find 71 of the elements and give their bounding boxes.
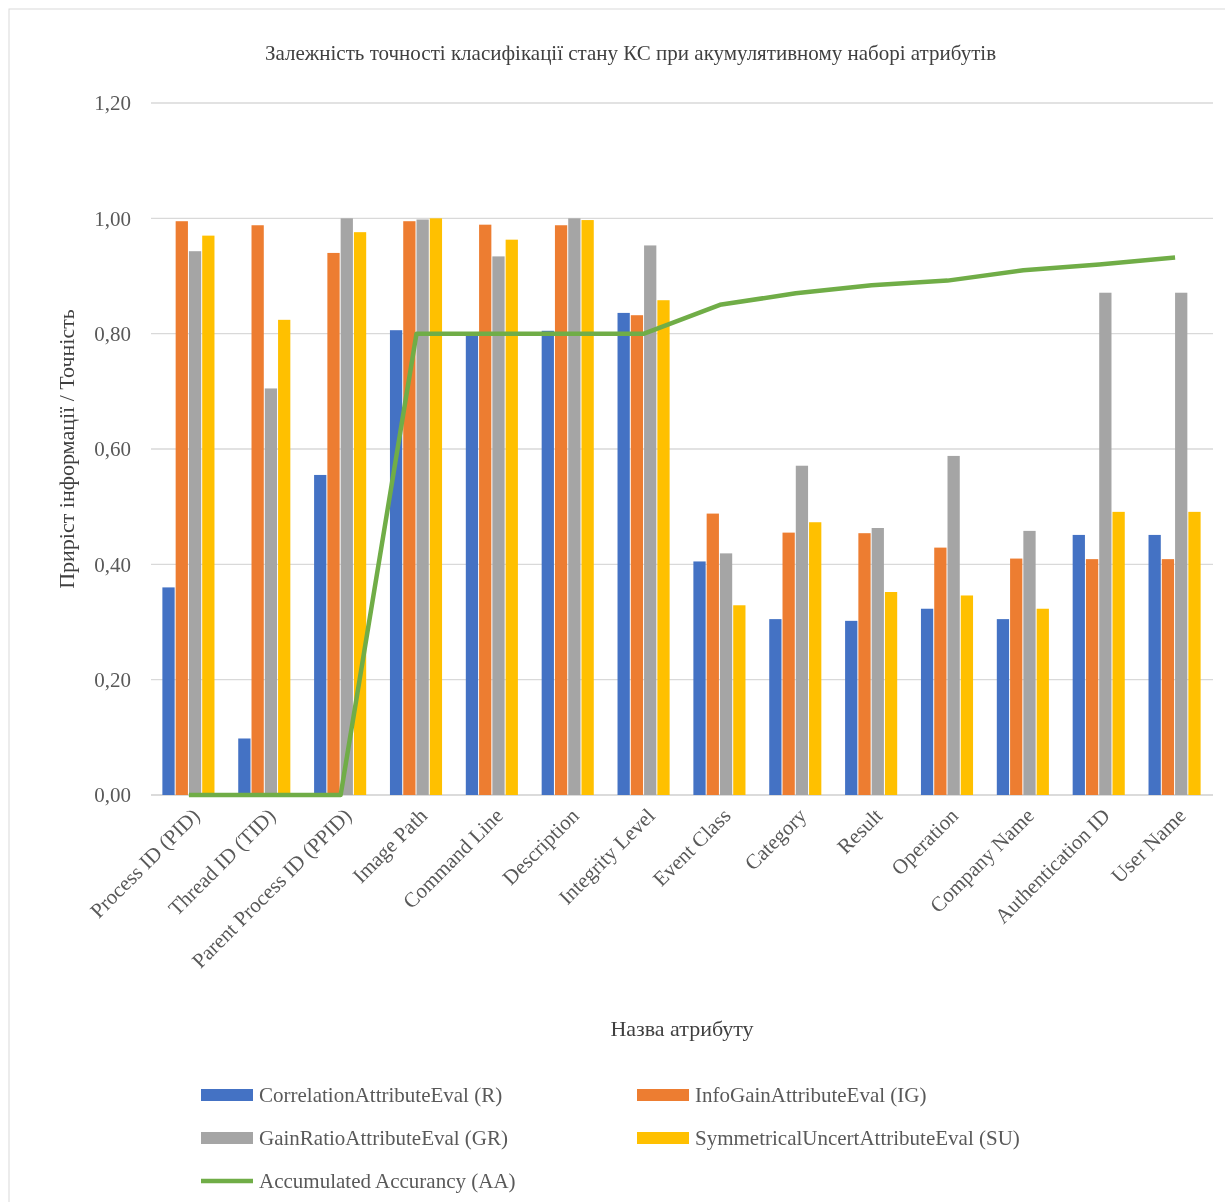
- bar: [1175, 292, 1188, 795]
- x-axis-title: Назва атрибуту: [610, 1016, 754, 1041]
- bar: [782, 532, 795, 795]
- bar: [465, 333, 479, 795]
- bar: [479, 224, 492, 795]
- bar: [693, 561, 706, 795]
- bar: [389, 330, 403, 795]
- bar: [505, 239, 518, 795]
- bar: [581, 220, 594, 795]
- bar: [429, 218, 443, 795]
- y-tick-label: 0,60: [94, 437, 131, 462]
- legend-label: CorrelationAttributeEval (R): [259, 1083, 503, 1108]
- bar: [947, 455, 960, 795]
- bar: [1148, 534, 1161, 795]
- bar: [1161, 559, 1175, 795]
- y-axis-title: Приріст інформації / Точність: [54, 309, 79, 589]
- y-tick-label: 0,00: [94, 783, 131, 808]
- bar: [960, 595, 974, 795]
- bar: [845, 620, 858, 795]
- bar: [1072, 534, 1085, 795]
- bar: [884, 592, 898, 795]
- y-tick-label: 1,00: [94, 206, 131, 231]
- legend-label: SymmetricalUncertAttributeEval (SU): [695, 1126, 1020, 1151]
- bar: [858, 533, 871, 795]
- bar: [188, 251, 202, 795]
- bar: [617, 312, 630, 795]
- chart-title: Залежність точності класифікації стану КС при акумулятивному наборі атрибутів: [264, 41, 997, 65]
- bar: [162, 587, 175, 795]
- bar: [1023, 530, 1036, 795]
- y-tick-label: 0,80: [94, 322, 131, 347]
- bar: [314, 474, 327, 795]
- bar: [920, 608, 934, 795]
- bar: [1188, 511, 1201, 795]
- bar: [1010, 558, 1023, 795]
- bar: [264, 388, 278, 795]
- bar: [568, 218, 581, 795]
- bar: [934, 547, 947, 795]
- bar: [340, 218, 353, 795]
- bar: [871, 528, 884, 795]
- bar: [175, 221, 188, 795]
- bar: [238, 738, 251, 795]
- line-series: [186, 255, 1178, 798]
- bar: [706, 513, 719, 795]
- bar: [657, 300, 670, 795]
- bar: [996, 619, 1010, 795]
- bar: [353, 232, 367, 795]
- bar: [1036, 608, 1049, 795]
- bar: [1085, 559, 1099, 795]
- bar: [554, 225, 568, 795]
- bar: [719, 553, 733, 795]
- bar: [492, 256, 505, 795]
- y-tick-label: 0,40: [94, 552, 131, 577]
- bar: [327, 252, 340, 795]
- bar: [403, 221, 416, 795]
- bar: [630, 315, 644, 795]
- y-tick-label: 0,20: [94, 668, 131, 693]
- y-tick-label: 1,20: [94, 91, 131, 116]
- bar: [769, 619, 782, 795]
- legend-label: InfoGainAttributeEval (IG): [695, 1083, 927, 1108]
- legend-label: GainRatioAttributeEval (GR): [259, 1126, 509, 1151]
- bar: [278, 319, 291, 795]
- bar: [1112, 511, 1125, 795]
- bar: [1099, 292, 1112, 795]
- bar: [733, 605, 746, 795]
- legend-label: Accumulated Accurancy (AA): [259, 1169, 516, 1194]
- bar: [416, 219, 429, 795]
- bar: [202, 235, 215, 795]
- bar: [251, 225, 264, 795]
- bar: [809, 522, 822, 795]
- bar: [795, 465, 809, 795]
- bar: [644, 245, 657, 795]
